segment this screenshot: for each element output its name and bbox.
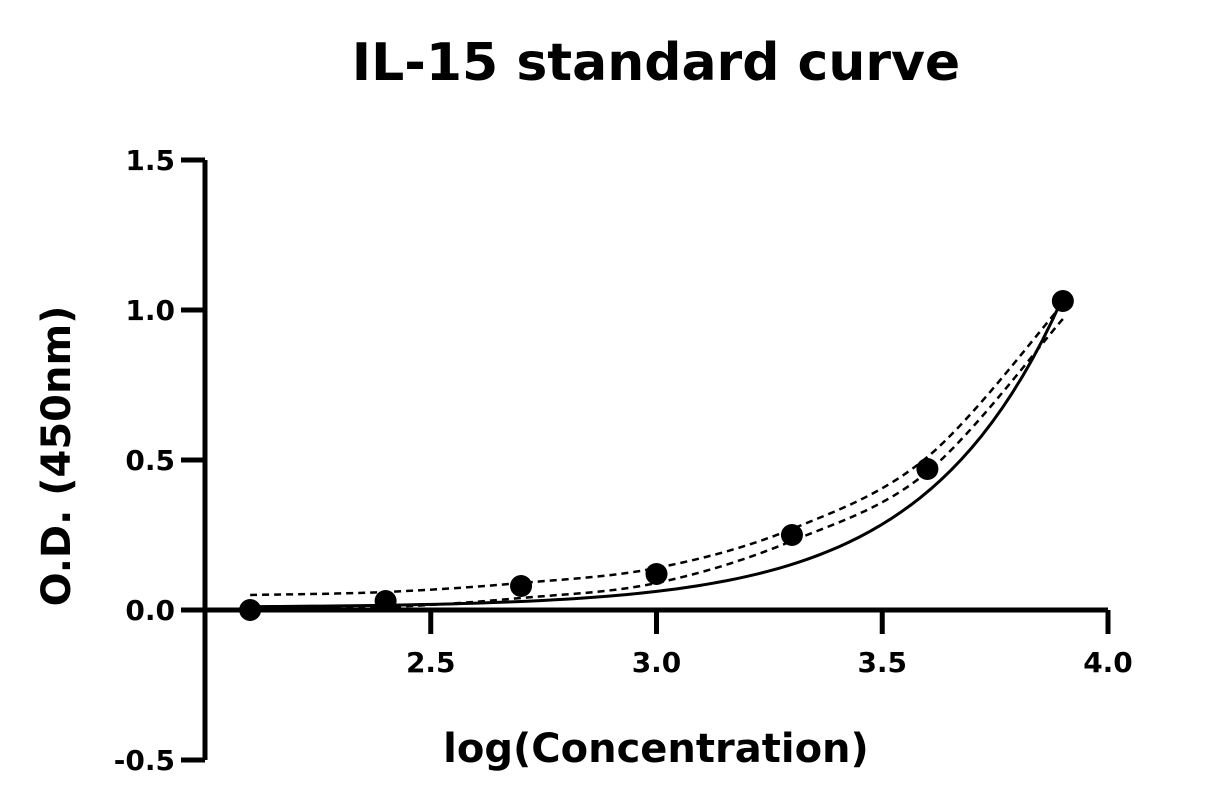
- confidence-band-upper: [250, 303, 1064, 597]
- data-point: [510, 575, 533, 597]
- data-point: [239, 599, 262, 621]
- y-tick-label: 1.0: [125, 294, 175, 327]
- axes: [181, 157, 1111, 763]
- y-tick-label: 0.0: [125, 594, 175, 627]
- data-point: [645, 563, 668, 585]
- data-point: [780, 524, 803, 546]
- x-tick-label: 3.0: [632, 646, 682, 679]
- x-tick-label: 3.5: [857, 646, 907, 679]
- chart-title: IL-15 standard curve: [352, 33, 960, 93]
- x-tick-label: 2.5: [406, 646, 456, 679]
- data-points: [239, 290, 1074, 621]
- fit-curve: [250, 296, 1065, 609]
- confidence-band: [250, 303, 1064, 609]
- tick-labels: -0.5 0.0 0.5 1.0 1.5 2.5 3.0 3.5 4.0: [114, 144, 1133, 777]
- fit-curve-group: [250, 296, 1065, 609]
- data-point: [916, 458, 939, 480]
- data-point: [374, 590, 397, 612]
- y-tick-label: 1.5: [125, 144, 175, 177]
- x-tick-label: 4.0: [1083, 646, 1133, 679]
- y-axis-label: O.D. (450nm): [34, 306, 80, 607]
- data-point: [1051, 290, 1074, 312]
- y-tick-label: -0.5: [114, 744, 175, 777]
- x-axis-label: log(Concentration): [443, 726, 869, 772]
- y-tick-label: 0.5: [125, 444, 175, 477]
